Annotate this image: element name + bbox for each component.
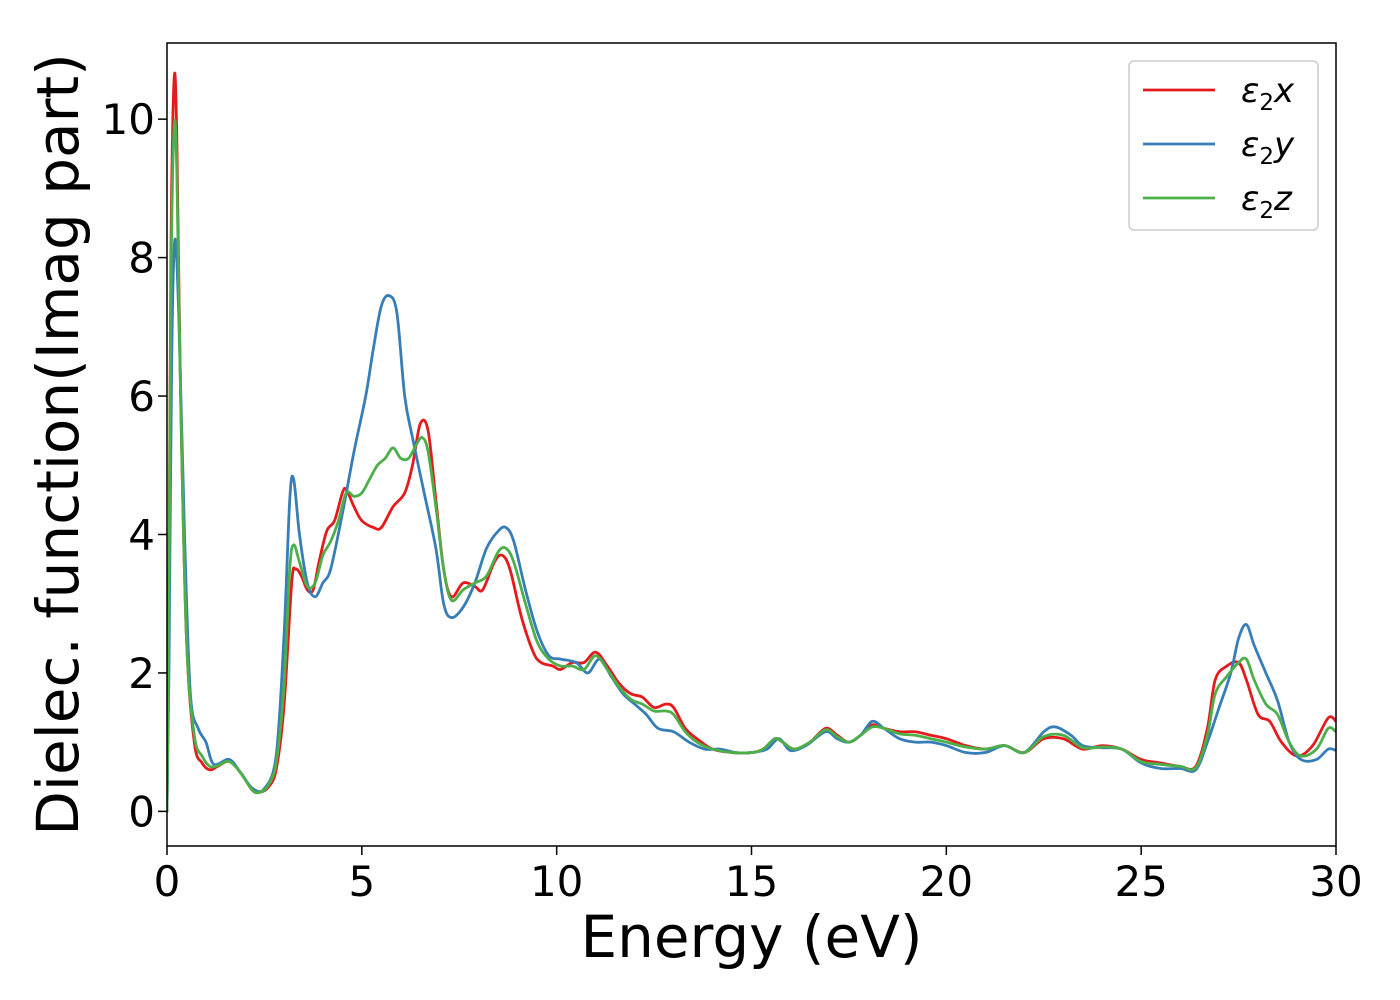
x-tick-label: 15 xyxy=(725,857,778,906)
x-axis-title: Energy (eV) xyxy=(580,903,922,971)
legend-label-1: ε2x xyxy=(1241,71,1295,116)
y-tick-label: 10 xyxy=(102,95,155,144)
x-tick-label: 25 xyxy=(1114,857,1167,906)
series-line-2 xyxy=(167,237,1336,813)
x-tick-label: 20 xyxy=(920,857,973,906)
legend-label-2: ε2y xyxy=(1241,125,1295,170)
legend-label-3: ε2z xyxy=(1241,179,1293,224)
y-tick-label: 0 xyxy=(128,787,155,836)
y-tick-label: 4 xyxy=(128,510,155,559)
x-tick-label: 5 xyxy=(348,857,375,906)
y-tick-label: 8 xyxy=(128,234,155,283)
x-tick-label: 0 xyxy=(154,857,181,906)
x-tick-label: 30 xyxy=(1309,857,1362,906)
series-line-3 xyxy=(167,118,1336,813)
legend-box xyxy=(1128,60,1319,231)
legend: ε2x ε2y ε2z xyxy=(1128,60,1319,231)
x-tick-label: 10 xyxy=(530,857,583,906)
tick-layer: 0 5 10 15 20 25 30 0 2 4 6 8 10 xyxy=(102,95,1363,906)
series-layer xyxy=(167,71,1336,813)
y-tick-label: 6 xyxy=(128,372,155,421)
y-axis-title: Dielec. function(Imag part) xyxy=(24,53,92,836)
y-tick-label: 2 xyxy=(128,649,155,698)
